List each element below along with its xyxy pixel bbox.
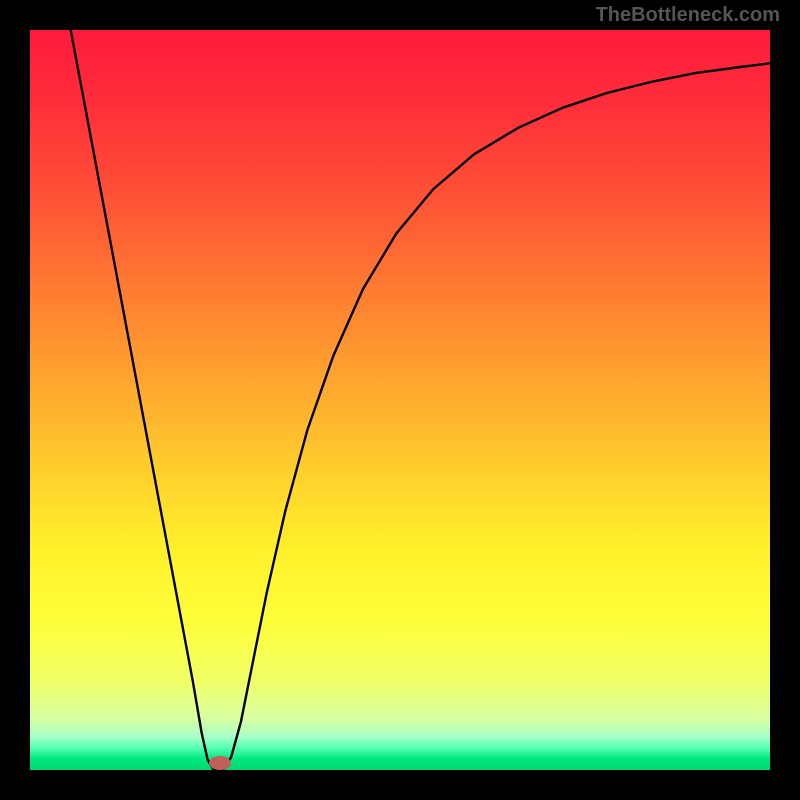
plot-area <box>30 30 770 770</box>
watermark-label: TheBottleneck.com <box>596 4 780 27</box>
heat-gradient-background <box>30 30 770 770</box>
optimal-point-marker <box>209 756 231 770</box>
